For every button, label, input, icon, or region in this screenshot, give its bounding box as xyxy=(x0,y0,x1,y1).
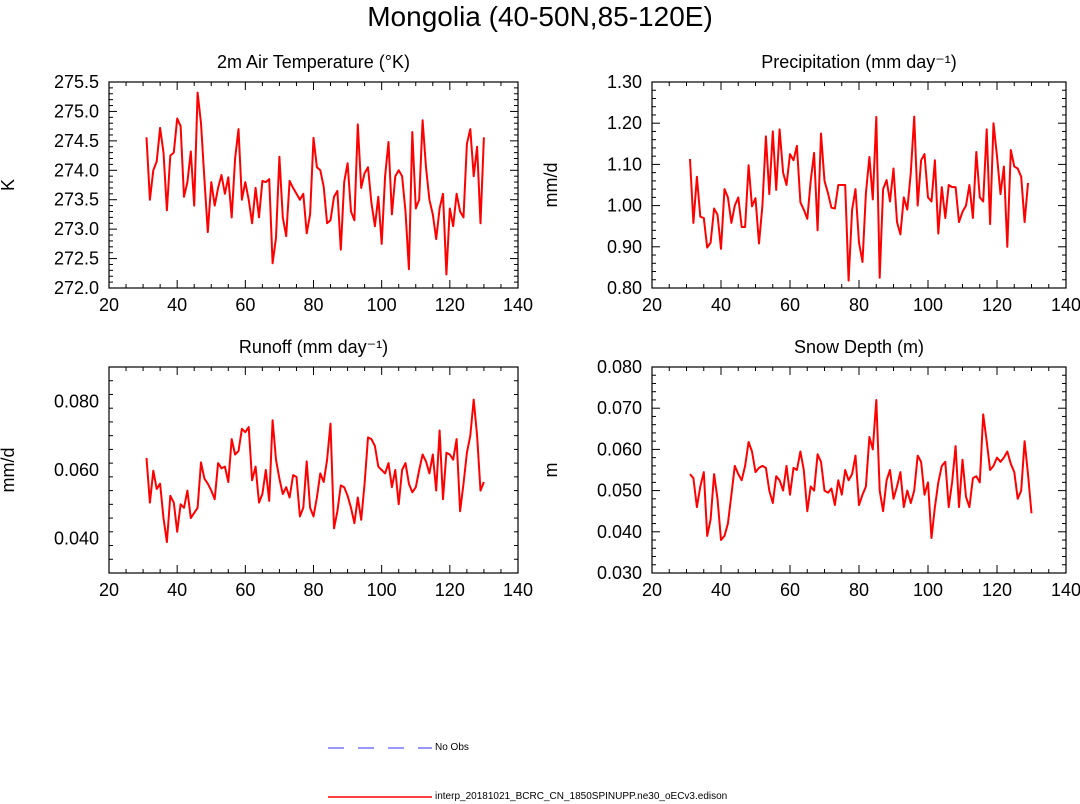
precipitation-ytick-label: 1.20 xyxy=(607,113,642,133)
figure-title: Mongolia (40-50N,85-120E) xyxy=(367,1,713,32)
precipitation-ytick-label: 1.10 xyxy=(607,154,642,174)
snow-depth-ylabel: m xyxy=(541,463,561,478)
legend-label-no-obs: No Obs xyxy=(435,742,469,753)
panel-precipitation: Precipitation (mm day⁻¹) mm/d 20 40 60 80 100 1… xyxy=(541,52,1080,315)
precipitation-xtick-label: 20 xyxy=(642,295,662,315)
precipitation-xtick-label: 80 xyxy=(849,295,869,315)
snow-depth-xtick-label: 80 xyxy=(849,580,869,600)
snow-depth-ytick-label: 0.040 xyxy=(597,522,642,542)
air-temperature-ytick-label: 273.0 xyxy=(54,219,99,239)
air-temperature-xtick-label: 120 xyxy=(435,295,465,315)
air-temperature-xtick-label: 140 xyxy=(503,295,533,315)
precipitation-series-line xyxy=(689,115,1029,282)
precipitation-ylabel: mm/d xyxy=(541,163,561,208)
precipitation-ytick-label: 1.00 xyxy=(607,196,642,216)
snow-depth-xtick-label: 60 xyxy=(780,580,800,600)
panel-air-temperature: 2m Air Temperature (°K) K 20 40 60 80 100 120 14… xyxy=(0,52,533,315)
precipitation-xtick-label: 100 xyxy=(913,295,943,315)
panel-runoff: Runoff (mm day⁻¹) mm/d 20 40 60 80 100 120 140 0.… xyxy=(0,337,533,600)
precipitation-xtick-label: 40 xyxy=(711,295,731,315)
air-temperature-ylabel: K xyxy=(0,179,18,191)
precipitation-ytick-label: 1.30 xyxy=(607,72,642,92)
snow-depth-ytick-label: 0.050 xyxy=(597,481,642,501)
panel-snow-depth: Snow Depth (m) m 20 40 60 80 100 120 140 0.030 0.0… xyxy=(541,337,1080,600)
snow-depth-xtick-label: 40 xyxy=(711,580,731,600)
air-temperature-xtick-label: 40 xyxy=(167,295,187,315)
snow-depth-plot-frame xyxy=(651,366,1067,574)
snow-depth-title: Snow Depth (m) xyxy=(794,337,924,357)
runoff-series-line xyxy=(145,398,485,544)
runoff-ylabel: mm/d xyxy=(0,448,18,493)
runoff-ytick-label: 0.060 xyxy=(54,460,99,480)
runoff-title: Runoff (mm day⁻¹) xyxy=(239,337,388,357)
air-temperature-xtick-label: 100 xyxy=(367,295,397,315)
precipitation-ytick-label: 0.80 xyxy=(607,278,642,298)
precipitation-title: Precipitation (mm day⁻¹) xyxy=(761,52,957,72)
runoff-xtick-label: 80 xyxy=(303,580,323,600)
runoff-ytick-label: 0.040 xyxy=(54,529,99,549)
air-temperature-xtick-label: 60 xyxy=(235,295,255,315)
snow-depth-ytick-label: 0.030 xyxy=(597,563,642,583)
air-temperature-title: 2m Air Temperature (°K) xyxy=(217,52,410,72)
snow-depth-ytick-label: 0.060 xyxy=(597,439,642,459)
runoff-ytick-label: 0.080 xyxy=(54,391,99,411)
runoff-xtick-label: 140 xyxy=(503,580,533,600)
runoff-xtick-label: 60 xyxy=(235,580,255,600)
legend-label-model: interp_20181021_BCRC_CN_1850SPINUPP.ne30… xyxy=(435,791,728,802)
air-temperature-ytick-label: 272.0 xyxy=(54,278,99,298)
legend xyxy=(328,747,432,798)
runoff-xtick-label: 120 xyxy=(435,580,465,600)
air-temperature-ytick-label: 275.0 xyxy=(54,101,99,121)
runoff-xtick-label: 40 xyxy=(167,580,187,600)
runoff-xtick-label: 100 xyxy=(367,580,397,600)
precipitation-xtick-label: 60 xyxy=(780,295,800,315)
snow-depth-xtick-label: 140 xyxy=(1051,580,1080,600)
snow-depth-xtick-label: 20 xyxy=(642,580,662,600)
snow-depth-ytick-label: 0.080 xyxy=(597,357,642,377)
air-temperature-xtick-label: 80 xyxy=(303,295,323,315)
air-temperature-ytick-label: 273.5 xyxy=(54,190,99,210)
air-temperature-ytick-label: 274.5 xyxy=(54,131,99,151)
air-temperature-ytick-label: 272.5 xyxy=(54,249,99,269)
snow-depth-xtick-label: 120 xyxy=(982,580,1012,600)
precipitation-ytick-label: 0.90 xyxy=(607,237,642,257)
air-temperature-ytick-label: 275.5 xyxy=(54,72,99,92)
air-temperature-ytick-label: 274.0 xyxy=(54,160,99,180)
snow-depth-series-line xyxy=(689,399,1033,541)
air-temperature-xtick-label: 20 xyxy=(99,295,119,315)
snow-depth-ytick-label: 0.070 xyxy=(597,398,642,418)
precipitation-xtick-label: 120 xyxy=(982,295,1012,315)
runoff-xtick-label: 20 xyxy=(99,580,119,600)
air-temperature-series-line xyxy=(145,91,485,276)
precipitation-xtick-label: 140 xyxy=(1051,295,1080,315)
air-temperature-plot-frame xyxy=(108,81,519,289)
runoff-plot-frame xyxy=(108,366,519,574)
snow-depth-xtick-label: 100 xyxy=(913,580,943,600)
